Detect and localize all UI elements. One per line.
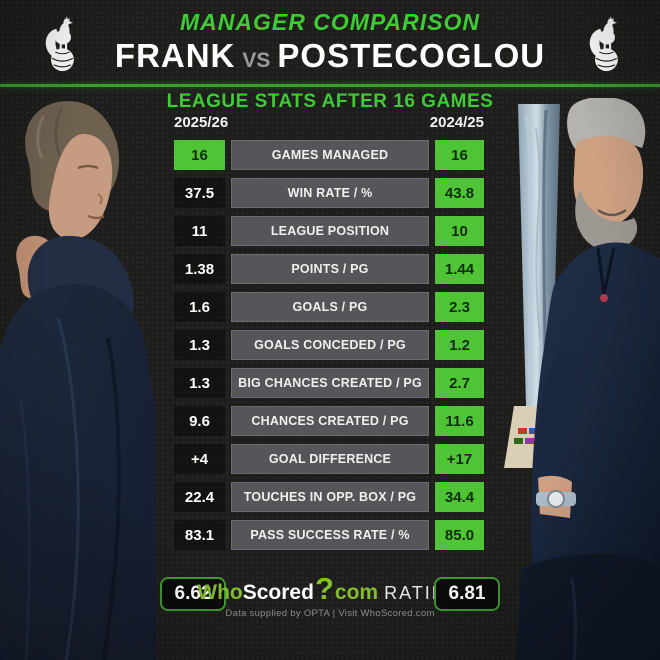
stat-label: GOAL DIFFERENCE: [231, 444, 429, 474]
table-row: 37.5 WIN RATE / % 43.8: [174, 178, 484, 208]
table-row: 1.6 GOALS / PG 2.3: [174, 292, 484, 322]
kicker-title: MANAGER COMPARISON: [180, 9, 480, 35]
zip-puller: [600, 294, 608, 302]
tottenham-crest-icon: [45, 15, 75, 72]
table-row: 1.38 POINTS / PG 1.44: [174, 254, 484, 284]
left-value: 1.6: [174, 292, 225, 322]
postecoglou-photo: [504, 98, 660, 660]
manager-name-frank: FRANK: [114, 37, 236, 74]
right-value: 16: [435, 140, 484, 170]
table-row: 22.4 TOUCHES IN OPP. BOX / PG 34.4: [174, 482, 484, 512]
header: MANAGER COMPARISON FRANK VS POSTECOGLOU: [0, 0, 660, 84]
right-value: 11.6: [435, 406, 484, 436]
data-credit: Data supplied by OPTA | Visit WhoScored.…: [225, 608, 435, 619]
frank-photo: [0, 101, 156, 660]
left-value: 37.5: [174, 178, 225, 208]
table-row: 83.1 PASS SUCCESS RATE / % 85.0: [174, 520, 484, 550]
right-value: 85.0: [435, 520, 484, 550]
left-value: 1.3: [174, 368, 225, 398]
tottenham-crest-icon: [589, 15, 619, 72]
right-value: 1.2: [435, 330, 484, 360]
left-value: 83.1: [174, 520, 225, 550]
left-value: 1.3: [174, 330, 225, 360]
right-value: 1.44: [435, 254, 484, 284]
stat-label: GAMES MANAGED: [231, 140, 429, 170]
season-right-label: 2024/25: [429, 114, 484, 131]
stat-label: PASS SUCCESS RATE / %: [231, 520, 429, 550]
page-title: FRANK VS POSTECOGLOU: [0, 39, 660, 72]
table-row: +4 GOAL DIFFERENCE +17: [174, 444, 484, 474]
right-value: 34.4: [435, 482, 484, 512]
table-row: 9.6 CHANCES CREATED / PG 11.6: [174, 406, 484, 436]
table-row: 1.3 BIG CHANCES CREATED / PG 2.7: [174, 368, 484, 398]
stats-table: 16 GAMES MANAGED 16 37.5 WIN RATE / % 43…: [174, 140, 484, 558]
stat-label: BIG CHANCES CREATED / PG: [231, 368, 429, 398]
logo-com: com: [334, 581, 379, 604]
left-value: 1.38: [174, 254, 225, 284]
right-value: 2.3: [435, 292, 484, 322]
green-divider: [0, 84, 660, 87]
frank-rating-badge: 6.62: [160, 577, 226, 611]
table-row: 11 LEAGUE POSITION 10: [174, 216, 484, 246]
logo-who: Who: [197, 581, 243, 604]
stat-label: WIN RATE / %: [231, 178, 429, 208]
right-value: 2.7: [435, 368, 484, 398]
wristwatch: [536, 490, 576, 508]
table-row: 1.3 GOALS CONCEDED / PG 1.2: [174, 330, 484, 360]
vs-label: VS: [242, 49, 271, 72]
stat-label: GOALS CONCEDED / PG: [231, 330, 429, 360]
season-left-label: 2025/26: [174, 114, 229, 131]
stat-label: TOUCHES IN OPP. BOX / PG: [231, 482, 429, 512]
whoscored-logo: Who Scored? com RATING: [197, 571, 463, 606]
table-row: 16 GAMES MANAGED 16: [174, 140, 484, 170]
section-title: LEAGUE STATS AFTER 16 GAMES: [166, 91, 494, 112]
left-value: +4: [174, 444, 225, 474]
manager-name-postecoglou: POSTECOGLOU: [277, 37, 546, 74]
right-value: +17: [435, 444, 484, 474]
stat-label: LEAGUE POSITION: [231, 216, 429, 246]
postecoglou-rating-badge: 6.81: [434, 577, 500, 611]
stat-label: GOALS / PG: [231, 292, 429, 322]
stat-label: POINTS / PG: [231, 254, 429, 284]
right-value: 10: [435, 216, 484, 246]
left-value: 11: [174, 216, 225, 246]
logo-scored: Scored: [242, 581, 314, 604]
left-value: 9.6: [174, 406, 225, 436]
right-value: 43.8: [435, 178, 484, 208]
left-value: 22.4: [174, 482, 225, 512]
column-headers: 2025/26 2024/25: [174, 114, 484, 131]
stat-label: CHANCES CREATED / PG: [231, 406, 429, 436]
left-value: 16: [174, 140, 225, 170]
